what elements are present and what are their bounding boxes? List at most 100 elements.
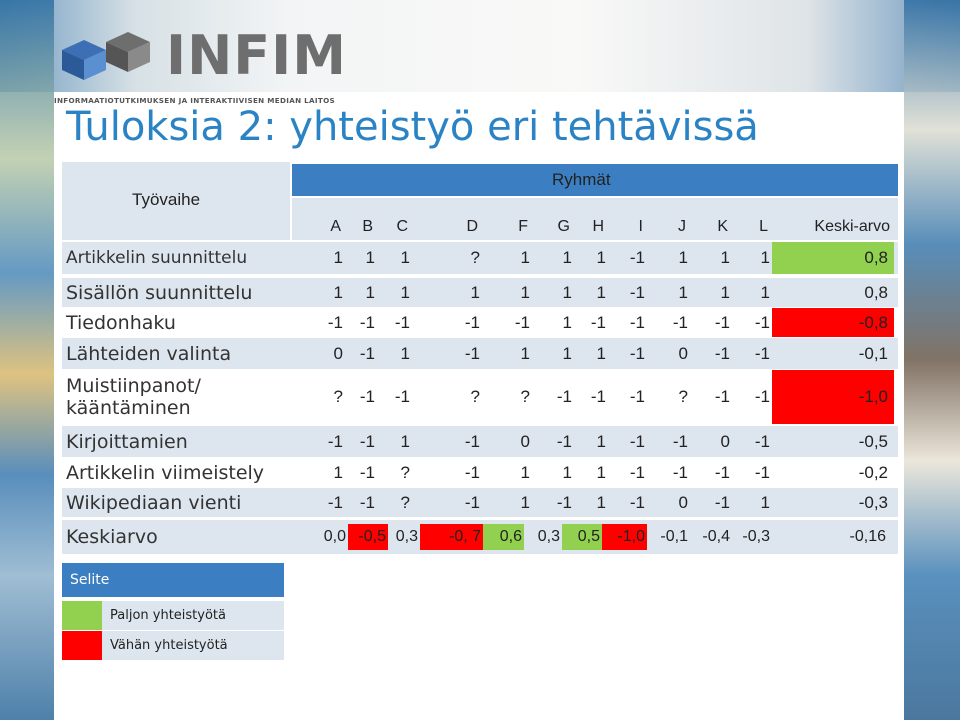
table-row: Sisällön suunnittelu 1 1 1 1 1 1 1 -1 1 1 1 0,8	[62, 278, 898, 307]
value-cell: -1	[754, 312, 770, 332]
legend-swatch-red	[62, 631, 102, 660]
summary-row: Keskiarvo 0,0 -0,5 0,3 -0, 7 0,6 0,3 0,5 -1,0 -0,…	[62, 520, 898, 554]
value-cell: -1	[714, 387, 730, 406]
value-cell: -1	[359, 387, 375, 406]
value-cell: 1	[678, 248, 688, 267]
column-header-i: I	[638, 218, 643, 235]
value-cell: 1	[596, 492, 606, 512]
value-cell: 1	[562, 462, 572, 482]
value-cell: -1	[327, 492, 343, 512]
value-cell: -1	[754, 431, 770, 451]
value-cell: -1	[556, 387, 572, 406]
average-cell: 0,8	[772, 242, 894, 274]
value-cell: 1	[596, 462, 606, 482]
column-header-f: F	[518, 218, 528, 235]
value-cell: 1	[470, 282, 480, 302]
value-cell: 1	[520, 282, 530, 302]
legend-label: Vähän yhteistyötä	[110, 638, 228, 653]
value-cell: -1	[629, 387, 645, 406]
value-cell: -1	[714, 492, 730, 512]
column-header-d: D	[466, 218, 478, 235]
value-cell: ?	[400, 492, 410, 512]
summary-value-cell: 0,5	[562, 524, 602, 550]
legend-title: Selite	[62, 563, 284, 597]
summary-label: Keskiarvo	[66, 526, 158, 548]
table-row: Artikkelin viimeistely 1 -1? -1 1 1 1 -1 -1 -1 -1 -…	[62, 458, 898, 487]
row-label: Sisällön suunnittelu	[66, 281, 253, 304]
value-cell: -1	[464, 462, 480, 482]
value-cell: 1	[562, 282, 572, 302]
column-header-g: G	[557, 218, 570, 235]
value-cell: ?	[470, 387, 480, 406]
summary-value-cell: -0,1	[660, 528, 688, 545]
table-row: Kirjoittamien -1 -1 1 -1 0 -1 1 -1 -1 0 -1 -0,5	[62, 426, 898, 457]
summary-average-cell: -0,16	[849, 528, 886, 545]
row-label: Tiedonhaku	[66, 311, 176, 334]
logo-cubes-icon	[62, 32, 150, 80]
phase-header-label: Työvaihe	[132, 190, 201, 209]
value-cell: -1	[359, 431, 375, 451]
page-title: Tuloksia 2: yhteistyö eri tehtävissä	[66, 104, 759, 150]
table-row: Artikkelin suunnittelu 1 1 1? 1 1 1 -1 1 1 1 0,8	[62, 242, 898, 274]
value-cell: 1	[678, 282, 688, 302]
row-label: Lähteiden valinta	[66, 342, 232, 365]
average-cell: 0,8	[864, 282, 888, 302]
row-label: Muistiinpanot/kääntäminen	[66, 375, 201, 419]
value-cell: -1	[394, 312, 410, 332]
summary-value-cell: -0,3	[742, 528, 770, 545]
value-cell: -1	[754, 462, 770, 482]
row-label: Kirjoittamien	[66, 430, 188, 453]
column-header-k: K	[717, 218, 728, 235]
value-cell: -1	[327, 312, 343, 332]
summary-value-cell: 0,0	[323, 528, 346, 545]
value-cell: 1	[596, 431, 606, 451]
average-cell: -0,1	[858, 343, 888, 363]
row-label: Artikkelin suunnittelu	[66, 248, 248, 268]
legend-item-little: Vähän yhteistyötä	[62, 631, 284, 660]
column-header-h: H	[592, 218, 604, 235]
value-cell: -1	[714, 462, 730, 482]
value-cell: 1	[760, 282, 770, 302]
value-cell: 1	[333, 282, 343, 302]
value-cell: 1	[400, 248, 410, 267]
value-cell: -1	[359, 312, 375, 332]
summary-value-cell: -0,4	[702, 528, 730, 545]
groups-header-bar	[292, 164, 898, 196]
value-cell: -1	[754, 343, 770, 363]
value-cell: 0	[678, 492, 688, 512]
value-cell: -1	[714, 343, 730, 363]
header-background	[0, 0, 960, 92]
value-cell: 1	[562, 343, 572, 363]
value-cell: 0	[678, 343, 688, 363]
value-cell: 1	[333, 248, 343, 267]
value-cell: -1	[556, 431, 572, 451]
phase-header-cell	[62, 162, 290, 240]
value-cell: -1	[464, 343, 480, 363]
summary-value-cell: -1,0	[602, 524, 647, 550]
groups-header-label: Ryhmät	[552, 170, 611, 189]
value-cell: 1	[760, 492, 770, 512]
value-cell: -1	[464, 431, 480, 451]
value-cell: -1	[629, 312, 645, 332]
value-cell: 1	[760, 248, 770, 267]
value-cell: -1	[464, 492, 480, 512]
value-cell: 1	[720, 282, 730, 302]
value-cell: -1	[590, 387, 606, 406]
infim-logo: INFIM INFORMAATIOTUTKIMUKSEN JA INTERAKT…	[54, 24, 346, 108]
column-header-l: L	[759, 218, 768, 235]
value-cell: -1	[629, 282, 645, 302]
value-cell: -1	[394, 387, 410, 406]
column-header-b: B	[362, 218, 373, 235]
value-cell: -1	[327, 431, 343, 451]
summary-value-cell: -0,5	[348, 524, 388, 550]
value-cell: 0	[333, 343, 343, 363]
column-header-a: A	[330, 218, 341, 235]
legend-item-much: Paljon yhteistyötä	[62, 601, 284, 630]
value-cell: -1	[464, 312, 480, 332]
value-cell: -1	[672, 462, 688, 482]
average-cell: -0,3	[858, 492, 888, 512]
average-cell: -1,0	[772, 370, 894, 424]
value-cell: -1	[359, 462, 375, 482]
summary-value-cell: 0,6	[483, 524, 524, 550]
value-cell: 0	[520, 431, 530, 451]
